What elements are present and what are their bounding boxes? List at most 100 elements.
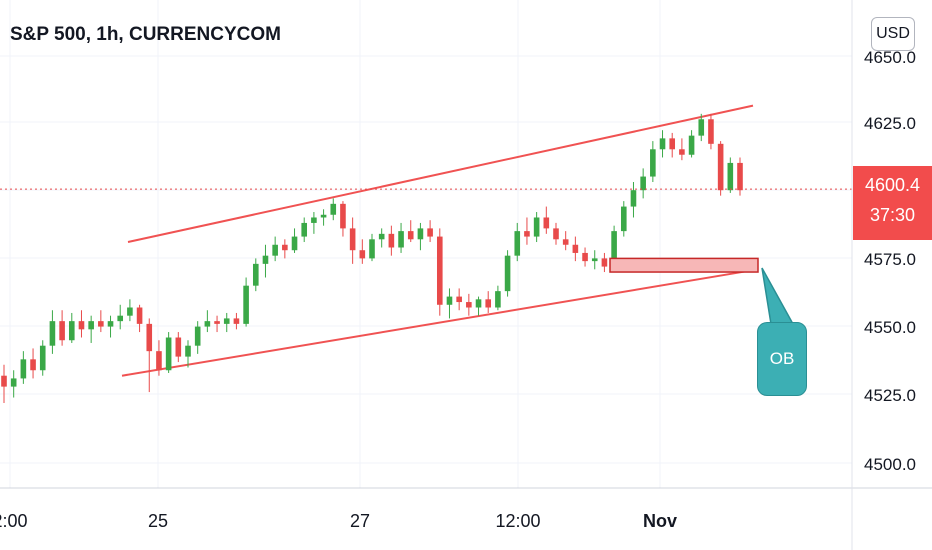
candle-body [359,250,366,259]
candle-body [601,258,608,267]
candle-body [436,236,443,305]
candle-body [543,217,550,229]
candle-body [320,214,327,218]
candle-body [311,217,317,223]
candle-body [388,233,395,248]
x-tick-label: 2:00 [0,511,28,531]
candle-body [272,244,278,256]
ob-zone[interactable] [609,257,795,325]
candle-body [417,228,424,240]
candle-body [349,228,356,251]
candle-body [611,231,617,267]
candle-body [340,203,346,229]
candle-body [475,299,482,308]
candle-body [59,321,65,341]
candle-body [98,321,104,327]
candle-body [650,149,656,177]
candle-body [427,228,433,237]
chart-title: S&P 500, 1h, CURRENCYCOM [10,24,281,45]
bar-countdown: 37:30 [870,205,916,225]
candle-body [659,138,666,150]
candle-body [39,345,46,371]
channel-line [127,104,754,244]
y-tick-label: 4575.0 [864,250,916,269]
candle-body [262,255,269,264]
x-tick-label: 12:00 [495,511,540,531]
candle-body [78,321,85,330]
candle-body [20,359,27,379]
candle-body [514,231,521,256]
channel-lines [121,104,759,377]
candle-body [572,244,579,253]
candle-body [485,299,492,308]
x-tick-label: 27 [350,511,370,531]
candle-body [630,190,637,207]
candle-body [68,321,75,341]
candle-body [301,222,308,237]
candle-body [107,321,114,327]
candle-body [495,291,501,308]
candle-body [533,217,540,237]
channel-line [121,268,759,377]
candle-body [369,239,375,259]
candle-body [194,326,201,346]
candle-body [30,359,36,371]
candle-body [456,296,462,303]
ob-zone-rect [609,257,759,273]
candle-body [165,337,172,371]
candle-body [727,162,734,191]
ob-callout[interactable]: OB [757,322,807,396]
candles [1,113,743,403]
candle-body [291,236,298,251]
candle-body [146,323,153,352]
candle-body [562,239,569,245]
candle-body [398,231,404,248]
candle-body [127,307,133,316]
candle-body [446,296,453,305]
candle-body [156,351,162,371]
candle-body [252,263,259,286]
candle-body [407,231,414,240]
candle-body [233,318,240,324]
candle-body [185,345,191,357]
y-tick-label: 4650.0 [864,48,916,67]
chart-grid [0,0,852,488]
candle-body [504,255,511,292]
currency-button[interactable]: USD [871,17,915,51]
candle-body [282,244,288,251]
candle-body [223,318,230,324]
current-price-tag: 4600.4 37:30 [853,166,932,240]
candle-body [669,138,676,150]
candle-body [553,228,559,240]
candle-body [49,321,56,346]
y-tick-label: 4550.0 [864,318,916,337]
candle-body [330,203,337,215]
y-tick-label: 4525.0 [864,386,916,405]
candle-body [214,321,220,324]
candle-body [737,162,743,191]
candle-body [688,135,695,155]
candle-body [175,337,182,357]
candle-body [524,231,530,237]
candle-body [591,258,598,262]
candle-body [717,143,724,191]
candle-body [708,119,714,144]
candle-body [204,321,211,327]
y-tick-label: 4625.0 [864,114,916,133]
x-tick-label: 25 [148,511,168,531]
candle-body [698,119,705,136]
candle-body [117,315,124,322]
x-tick-label: Nov [643,511,677,531]
candle-body [88,321,94,330]
y-tick-label: 4500.0 [864,455,916,474]
candle-body [136,307,143,324]
candle-body [1,375,7,387]
ob-callout-pointer [761,267,795,325]
candle-body [466,302,472,308]
candle-body [582,252,588,262]
current-price-value: 4600.4 [865,175,921,195]
candle-body [679,149,685,155]
candle-body [640,176,646,191]
